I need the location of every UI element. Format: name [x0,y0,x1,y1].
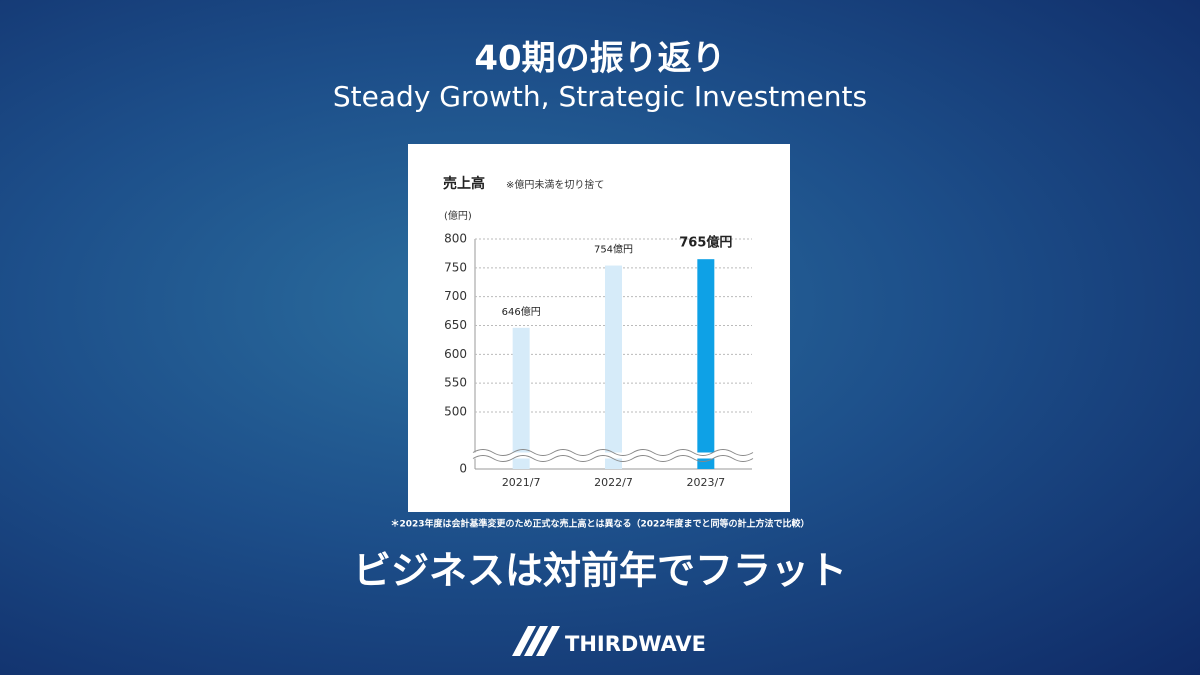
y-tick-label: 650 [444,318,467,332]
y-tick-label: 550 [444,376,467,390]
x-tick-label: 2023/7 [686,476,725,489]
bar [697,259,715,469]
axis-break-fill [473,452,752,459]
x-tick-label: 2021/7 [502,476,541,489]
logo-mark [512,626,560,656]
y-tick-label: 0 [459,462,467,476]
chart-subtitle: ※億円未満を切り捨て [506,178,604,191]
y-tick-label: 700 [444,289,467,303]
axis-break [472,455,754,462]
bar [512,327,530,469]
y-axis-label: (億円) [444,209,472,222]
value-label: 754億円 [594,243,633,256]
logo-text: THIRDWAVE [565,632,706,656]
value-label: 765億円 [679,235,732,251]
message: ビジネスは対前年でフラット [353,549,847,593]
y-tick-label: 500 [444,405,467,419]
value-label: 646億円 [502,305,541,318]
chart-title: 売上高 [443,175,485,192]
y-tick-label: 750 [444,260,467,274]
bar [605,265,622,469]
chart-panel [408,144,790,512]
slide-subtitle: Steady Growth, Strategic Investments [333,80,867,113]
y-tick-label: 800 [444,232,467,246]
slide-title: 40期の振り返り [474,39,725,79]
footnote: ＊2023年度は会計基準変更のため正式な売上高とは異なる（2022年度までと同等… [390,518,809,530]
y-tick-label: 600 [444,347,467,361]
x-tick-label: 2022/7 [594,476,633,489]
axis-break [472,449,754,456]
